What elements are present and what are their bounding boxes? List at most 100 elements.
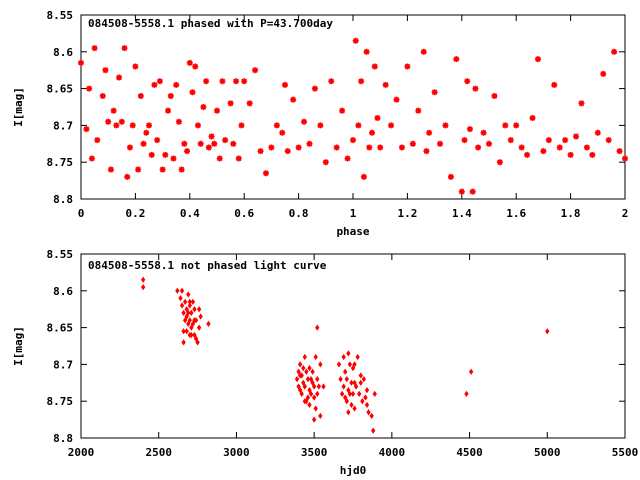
data-point xyxy=(589,151,596,158)
data-point xyxy=(192,317,197,324)
data-point xyxy=(113,122,120,129)
data-point xyxy=(257,148,264,155)
data-point xyxy=(305,375,311,383)
data-point xyxy=(529,115,536,122)
data-point xyxy=(178,166,185,173)
data-point xyxy=(175,118,182,125)
data-point xyxy=(431,89,438,96)
data-point xyxy=(616,148,623,155)
chart-panel-1: 8.55 8.6 8.65 8.7 8.75 8.8 0 0.2 0.4 0.6 0.8 1 1.2 1.… xyxy=(12,9,628,238)
data-point xyxy=(306,140,313,147)
data-point xyxy=(179,287,185,294)
data-point xyxy=(308,390,314,397)
data-point xyxy=(203,78,210,85)
data-point xyxy=(197,140,204,147)
data-point xyxy=(364,387,370,394)
data-point xyxy=(181,328,186,335)
data-point xyxy=(409,140,416,147)
data-point xyxy=(343,368,348,375)
data-point xyxy=(583,144,590,151)
data-point xyxy=(252,67,259,74)
chart-title: 084508-5558.1 not phased light curve xyxy=(88,259,327,272)
y-tick-label: 8.8 xyxy=(53,432,73,445)
data-point xyxy=(126,144,133,151)
y-axis-label: I[mag] xyxy=(12,87,25,127)
data-point xyxy=(358,78,365,85)
data-point xyxy=(187,298,192,305)
chart-title: 084508-5558.1 phased with P=43.700day xyxy=(88,17,333,30)
data-point xyxy=(578,100,585,107)
x-tick-label: 4000 xyxy=(379,446,406,459)
data-point xyxy=(301,118,308,125)
data-point xyxy=(346,387,351,394)
data-point xyxy=(296,383,301,390)
data-point xyxy=(301,364,306,372)
data-point xyxy=(328,78,335,85)
data-point xyxy=(464,78,471,85)
data-point xyxy=(167,92,174,99)
data-point xyxy=(162,151,169,158)
data-point xyxy=(468,368,474,375)
y-tick-label: 8.7 xyxy=(53,119,73,132)
data-point xyxy=(369,412,374,420)
data-point xyxy=(518,144,525,151)
data-point xyxy=(137,92,144,99)
data-point xyxy=(336,361,342,368)
data-point xyxy=(282,81,288,88)
data-point xyxy=(426,129,433,136)
y-tick-label: 8.75 xyxy=(47,395,74,408)
x-axis-label: phase xyxy=(336,225,369,238)
data-point xyxy=(341,353,346,361)
data-point xyxy=(279,129,286,136)
data-point xyxy=(442,122,449,129)
data-point xyxy=(349,379,354,386)
data-point xyxy=(186,309,191,317)
data-point xyxy=(156,78,163,85)
data-point xyxy=(551,81,558,88)
data-point xyxy=(118,118,125,125)
data-point xyxy=(196,324,202,331)
data-point xyxy=(453,56,460,63)
data-point xyxy=(148,151,155,158)
data-point xyxy=(216,155,223,162)
x-tick-label: 1.6 xyxy=(506,207,526,220)
data-point xyxy=(186,59,193,66)
x-tick-label: 2500 xyxy=(145,446,172,459)
data-point xyxy=(562,137,569,144)
data-point xyxy=(290,96,297,103)
data-point xyxy=(611,48,618,55)
data-point xyxy=(466,126,473,133)
data-point xyxy=(363,48,370,55)
data-point xyxy=(295,144,302,151)
y-tick-label: 8.6 xyxy=(53,46,73,59)
x-tick-label: 0.8 xyxy=(289,207,309,220)
data-point xyxy=(366,144,373,151)
data-point xyxy=(594,129,601,136)
data-point xyxy=(388,122,395,129)
data-point xyxy=(364,401,370,409)
data-point xyxy=(194,122,201,129)
data-point xyxy=(350,137,356,144)
data-point xyxy=(458,188,465,195)
data-point xyxy=(178,295,183,302)
data-point xyxy=(398,144,405,151)
data-point xyxy=(143,129,150,136)
data-point xyxy=(310,368,315,375)
data-point xyxy=(205,144,212,151)
data-point xyxy=(353,383,359,390)
data-point xyxy=(352,379,357,386)
data-point xyxy=(355,353,360,361)
data-point xyxy=(423,148,430,155)
data-point xyxy=(343,394,348,401)
data-point xyxy=(339,390,345,397)
data-point xyxy=(318,361,323,368)
data-point xyxy=(339,107,346,114)
data-point xyxy=(315,375,320,383)
data-point xyxy=(94,137,101,144)
data-point xyxy=(360,173,367,180)
data-point xyxy=(227,100,234,107)
data-point xyxy=(556,144,563,151)
data-point xyxy=(154,137,161,144)
data-point xyxy=(404,63,411,70)
